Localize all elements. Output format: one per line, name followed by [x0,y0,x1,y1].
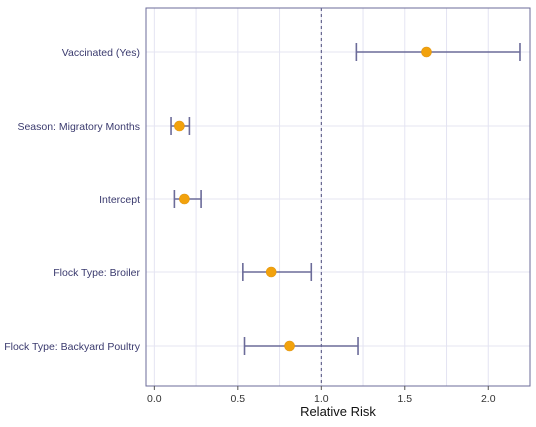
x-tick-label: 1.0 [314,393,329,405]
x-tick-label: 0.5 [231,393,246,405]
x-tick-label: 0.0 [147,393,162,405]
x-axis-title: Relative Risk [300,404,376,419]
plot-frame [145,7,531,387]
point-estimate [421,46,432,58]
x-axis-ticks: 0.0 0.5 1.0 1.5 2.0 [147,386,496,405]
category-label: Flock Type: Broiler [53,267,140,279]
point-estimate [284,340,295,352]
grid-lines [146,8,531,386]
category-label: Flock Type: Backyard Poultry [4,341,141,353]
category-label: Season: Migratory Months [17,121,140,133]
x-tick-label: 1.5 [397,393,412,405]
x-tick-label: 2.0 [481,393,496,405]
point-estimate [174,120,185,132]
category-labels: Vaccinated (Yes) Season: Migratory Months… [4,47,141,353]
point-estimate [179,193,190,205]
category-label: Intercept [99,194,140,206]
point-estimate [265,266,277,278]
point-estimates [174,46,432,352]
category-label: Vaccinated (Yes) [62,47,140,59]
